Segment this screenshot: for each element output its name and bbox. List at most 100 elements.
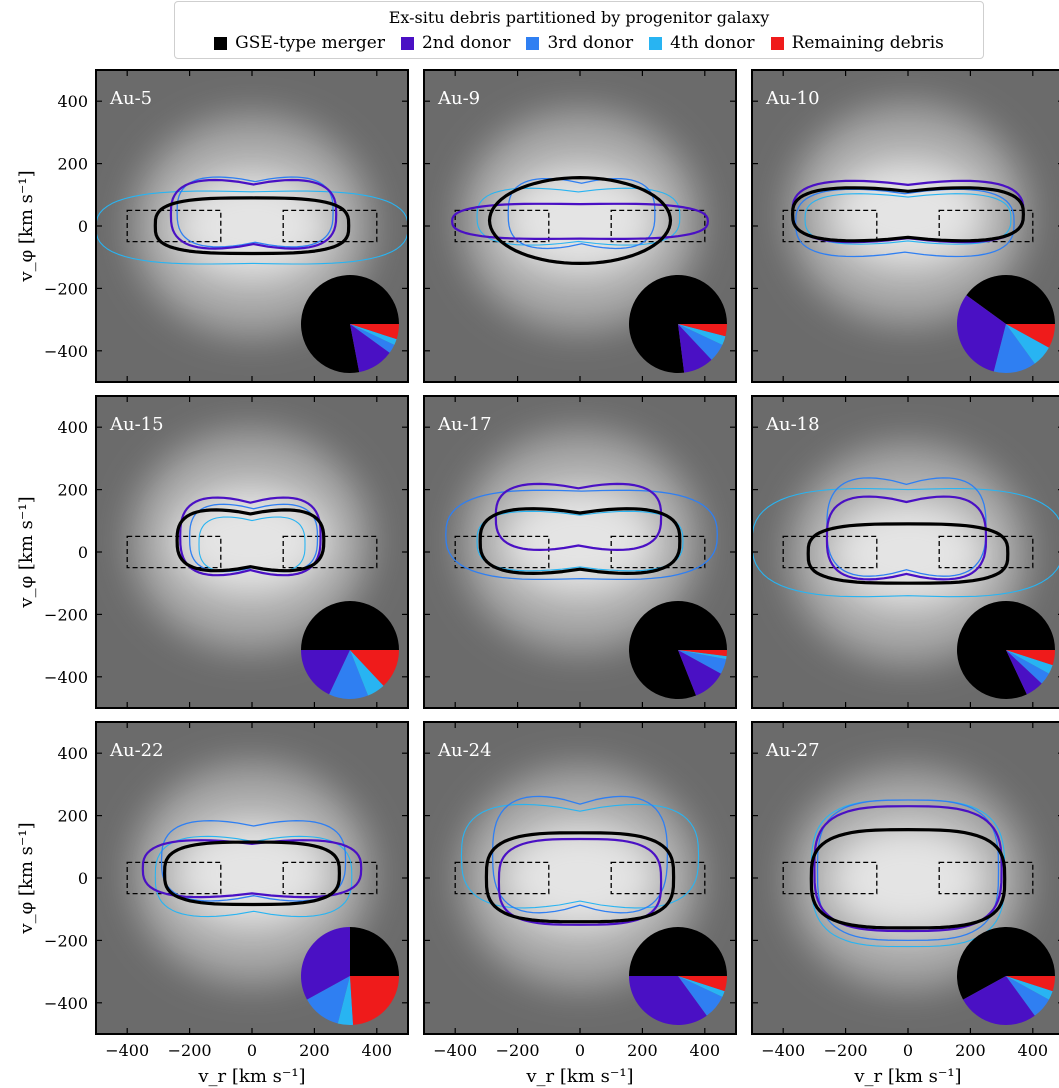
selection-box-2	[938, 861, 1034, 895]
pie-slice-4th-donor	[678, 650, 727, 660]
selection-box-2	[282, 209, 378, 243]
panel-label-au-27: Au-27	[765, 740, 820, 761]
contour-3rd-donor	[507, 177, 656, 250]
pie-slice-3rd-donor	[678, 650, 727, 674]
figure-legend: Ex-situ debris partitioned by progenitor…	[174, 1, 984, 59]
density-core	[500, 822, 660, 933]
density-core	[828, 823, 988, 934]
pie-slice-3rd-donor	[1006, 976, 1049, 1016]
contour-gse-type-merger	[478, 507, 682, 575]
contour-3rd-donor	[795, 188, 1015, 258]
y-axis-label: v_φ [km s⁻¹]	[16, 822, 37, 934]
contour-3rd-donor	[816, 799, 1000, 942]
pie-slice-gse-type-merger	[301, 274, 399, 373]
selection-box-2	[938, 535, 1034, 569]
y-tick-label: −400	[44, 994, 88, 1013]
plot-area-au-9	[424, 70, 736, 382]
selection-box-2	[610, 861, 706, 895]
x-tick-label: 0	[903, 1041, 913, 1060]
contour-3rd-donor	[491, 795, 669, 914]
y-tick-label: 400	[57, 92, 88, 111]
contour-2nd-donor	[494, 482, 663, 551]
legend-title: Ex-situ debris partitioned by progenitor…	[388, 8, 770, 27]
pie-au-24	[629, 927, 727, 1025]
legend-swatch-3rd-donor	[526, 36, 540, 50]
pie-au-10	[957, 275, 1055, 373]
legend-swatch-2nd-donor	[400, 36, 414, 50]
x-tick-label: 400	[362, 1041, 393, 1060]
y-axis-label: v_φ [km s⁻¹]	[16, 496, 37, 608]
legend-entry-remaining: Remaining debris	[770, 33, 944, 53]
pie-slice-2nd-donor	[678, 324, 712, 373]
pie-slice-gse-type-merger	[301, 601, 399, 650]
y-axis-label: v_φ [km s⁻¹]	[16, 170, 37, 282]
pie-slice-gse-type-merger	[350, 927, 399, 976]
x-tick-label: 200	[955, 1041, 986, 1060]
panel-au-27: Au-27 −400 −200 0 200 400 v_r [km s⁻¹]	[751, 721, 1059, 1087]
legend-entry-2nd-donor: 2nd donor	[400, 33, 511, 53]
pie-slice-remaining-debris	[678, 976, 727, 992]
pie-slice-remaining-debris	[350, 650, 399, 686]
contour-2nd-donor	[141, 839, 363, 899]
x-tick-label: −400	[761, 1041, 805, 1060]
legend-entry-3rd-donor: 3rd donor	[526, 33, 633, 53]
pie-slice-remaining-debris	[1006, 324, 1055, 348]
x-tick-label: 400	[1018, 1041, 1049, 1060]
contour-4th-donor	[476, 510, 684, 572]
x-tick-label: −400	[433, 1041, 477, 1060]
panel-label-au-18: Au-18	[765, 414, 820, 435]
pie-slice-2nd-donor	[957, 295, 1006, 372]
panel-label-au-5: Au-5	[109, 88, 152, 109]
pie-slice-remaining-debris	[350, 976, 399, 1025]
pie-slice-4th-donor	[1006, 650, 1053, 674]
pie-slice-3rd-donor	[993, 324, 1035, 373]
x-tick-label: −400	[105, 1041, 149, 1060]
contour-gse-type-merger	[153, 196, 351, 256]
x-axis-label: v_r [km s⁻¹]	[525, 1066, 633, 1087]
panel-au-10: Au-10	[751, 69, 1059, 383]
pie-slice-4th-donor	[1006, 976, 1053, 1000]
selection-box-1	[454, 861, 550, 895]
plot-area-au-18	[752, 396, 1059, 708]
pie-slice-remaining-debris	[1006, 650, 1055, 666]
x-axis-label: v_r [km s⁻¹]	[197, 1066, 305, 1087]
legend-label-3rd-donor: 3rd donor	[547, 33, 634, 53]
contour-gse-type-merger	[806, 522, 1010, 585]
x-tick-label: −200	[824, 1041, 868, 1060]
panel-label-au-22: Au-22	[109, 740, 164, 761]
plot-area-au-27	[752, 722, 1059, 1034]
contour-2nd-donor	[825, 495, 988, 581]
y-tick-label: 400	[57, 418, 88, 437]
plot-area-au-15	[96, 396, 408, 708]
panel-label-au-17: Au-17	[437, 414, 492, 435]
pie-au-5	[301, 274, 399, 373]
legend-label-remaining: Remaining debris	[791, 33, 944, 53]
x-tick-label: 200	[299, 1041, 330, 1060]
x-tick-label: −200	[168, 1041, 212, 1060]
pie-slice-4th-donor	[350, 650, 384, 696]
legend-swatch-remaining	[770, 36, 784, 50]
pie-slice-3rd-donor	[329, 650, 369, 700]
y-tick-label: −200	[44, 605, 88, 624]
panel-au-9: Au-9	[423, 69, 737, 383]
pie-slice-4th-donor	[1006, 324, 1049, 364]
density-core	[500, 486, 660, 597]
y-tick-label: 400	[57, 744, 88, 763]
x-tick-label: 400	[690, 1041, 721, 1060]
contour-gse-type-merger	[487, 176, 673, 265]
pie-slice-3rd-donor	[1006, 650, 1049, 684]
y-tick-label: 200	[57, 807, 88, 826]
pie-slice-2nd-donor	[678, 650, 721, 696]
legend-label-2nd-donor: 2nd donor	[421, 33, 511, 53]
density-core	[828, 498, 988, 609]
selection-box-1	[126, 535, 222, 569]
pie-slice-2nd-donor	[629, 976, 707, 1025]
legend-swatch-4th-donor	[649, 36, 663, 50]
contour-4th-donor	[752, 488, 1059, 598]
plot-area-au-17	[424, 396, 736, 708]
legend-swatch-gse	[214, 36, 228, 50]
pie-slice-4th-donor	[678, 976, 725, 997]
selection-box-1	[782, 535, 878, 569]
contour-4th-donor	[154, 835, 353, 918]
